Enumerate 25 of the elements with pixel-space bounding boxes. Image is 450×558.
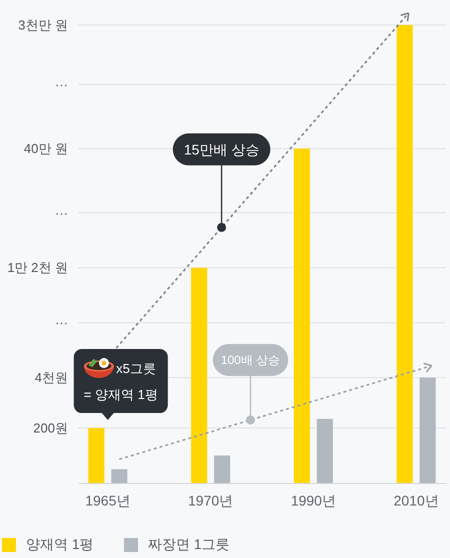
annotation: 15만배 상승 — [184, 141, 260, 158]
ref-line-label: ··· — [55, 315, 68, 330]
ref-line-label: 1만 2천 원 — [7, 260, 68, 276]
bar — [111, 469, 128, 483]
bar — [191, 268, 208, 483]
legend-label: 짜장면 1그릇 — [148, 536, 230, 552]
bar — [88, 428, 104, 483]
annotation: x5그릇 = 양재역 1평 — [84, 360, 158, 402]
x-tick-label: 1990년 — [290, 492, 336, 508]
x-tick-label: 2010년 — [394, 492, 439, 508]
bar — [316, 418, 333, 483]
legend-label: 양재역 1평 — [26, 536, 94, 552]
ref-line-label: ··· — [55, 77, 68, 92]
ref-line-label: 40만 원 — [24, 141, 68, 156]
x-tick-label: 1970년 — [188, 492, 234, 508]
ref-line-label: ··· — [55, 205, 68, 220]
x-tick-label: 1965년 — [85, 492, 130, 508]
annotation: 100배 상승 — [220, 352, 280, 367]
ref-line-label: 200원 — [33, 420, 68, 436]
bar — [420, 378, 436, 483]
bar — [396, 25, 413, 483]
ref-line-label: 4천원 — [34, 370, 68, 386]
bar — [294, 148, 310, 483]
ref-line-label: 3천만 원 — [18, 18, 68, 32]
bar — [214, 456, 230, 483]
